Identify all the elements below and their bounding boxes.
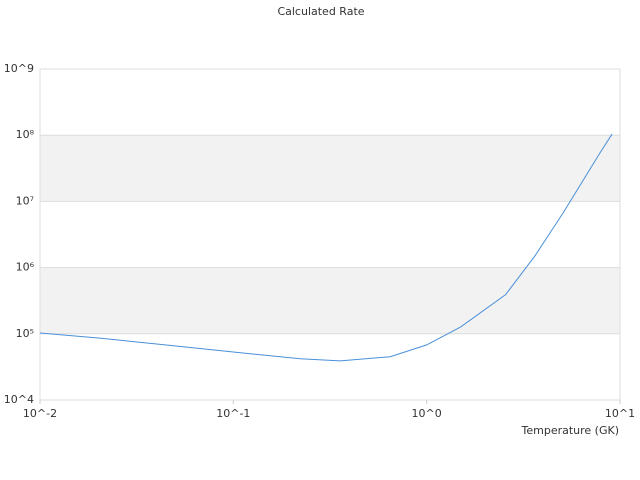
x-tick-label: 10^-1 bbox=[216, 407, 250, 420]
y-tick-label: 10⁵ bbox=[16, 327, 34, 340]
y-tick-label: 10⁶ bbox=[16, 261, 35, 274]
data-line bbox=[39, 133, 613, 362]
x-tick-label: 10^0 bbox=[412, 407, 442, 420]
y-tick-label: 10⁷ bbox=[16, 194, 34, 207]
x-tick-label: 10^-2 bbox=[23, 407, 57, 420]
x-axis-label: Temperature (GK) bbox=[521, 424, 620, 437]
grid-band bbox=[40, 267, 620, 334]
chart-title: Calculated Rate bbox=[277, 5, 364, 18]
y-tick-label: 10⁸ bbox=[16, 128, 35, 141]
y-tick-label: 10^9 bbox=[4, 62, 34, 75]
x-tick-label: 10^1 bbox=[605, 407, 635, 420]
grid-band bbox=[40, 135, 620, 202]
y-tick-label: 10^4 bbox=[4, 393, 34, 406]
